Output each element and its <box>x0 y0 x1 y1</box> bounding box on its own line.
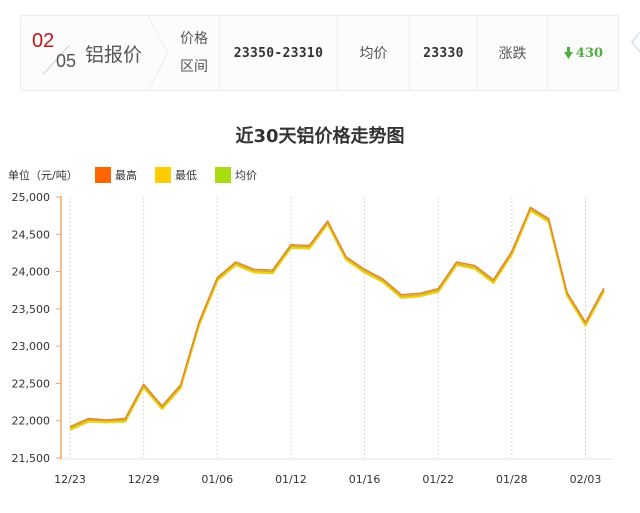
y-tick-label: 22,000 <box>12 415 51 428</box>
chevron-separator-icon <box>148 16 169 90</box>
legend-item-high[interactable]: 最高 <box>95 167 137 183</box>
y-tick-label: 21,500 <box>12 452 51 465</box>
avg-value: 23330 <box>423 45 464 61</box>
change-amount: 430 <box>575 45 604 61</box>
range-label-line2: 区间 <box>180 59 208 75</box>
x-tick-label: 12/29 <box>128 473 160 486</box>
x-tick-label: 01/28 <box>496 473 528 486</box>
y-tick-label: 23,000 <box>12 340 51 353</box>
legend-label-low: 最低 <box>175 169 197 182</box>
date-month: 05 <box>56 51 77 71</box>
x-tick-label: 12/23 <box>54 473 86 486</box>
range-label-line1: 价格 <box>180 31 208 47</box>
avg-label: 均价 <box>359 46 388 62</box>
range-value-cell: 23350-23310 <box>219 16 337 90</box>
range-value: 23350-23310 <box>233 45 324 61</box>
unit-label: 单位（元/吨） <box>8 169 78 182</box>
chart-legend: 最高 最低 均价 <box>95 167 257 183</box>
legend-item-low[interactable]: 最低 <box>155 167 197 183</box>
date-day: 02 <box>32 30 55 52</box>
x-tick-label: 01/16 <box>349 473 381 486</box>
legend-swatch-avg <box>215 167 231 183</box>
legend-swatch-low <box>155 167 171 183</box>
change-label-cell: 涨跌 <box>477 16 547 90</box>
chevron-left-icon[interactable] <box>628 30 640 54</box>
legend-item-avg[interactable]: 均价 <box>215 167 257 183</box>
y-tick-label: 24,500 <box>12 228 51 241</box>
y-tick-label: 24,000 <box>12 266 51 279</box>
x-tick-label: 01/06 <box>201 473 233 486</box>
avg-value-cell: 23330 <box>409 16 477 90</box>
series-line-low <box>69 209 606 431</box>
chart-title: 近30天铝价格走势图 <box>235 126 405 147</box>
legend-label-avg: 均价 <box>235 169 257 182</box>
product-name: 铝报价 <box>85 44 143 66</box>
range-label: 价格 区间 <box>169 16 219 90</box>
change-label: 涨跌 <box>498 46 527 62</box>
x-tick-label: 01/22 <box>422 473 454 486</box>
avg-label-cell: 均价 <box>337 16 409 90</box>
change-value-cell: 430 <box>547 16 619 90</box>
legend-label-high: 最高 <box>115 169 137 182</box>
x-tick-label: 01/12 <box>275 473 307 486</box>
date-block: 02 05 铝报价 <box>21 16 153 90</box>
legend-swatch-high <box>95 167 111 183</box>
y-tick-label: 23,500 <box>12 303 51 316</box>
quote-bar: 02 05 铝报价 价格 区间 23350-23310 均价 23330 涨跌 … <box>20 15 619 91</box>
change-value: 430 <box>563 45 604 61</box>
x-tick-label: 02/03 <box>570 473 602 486</box>
series-line-high <box>69 206 605 428</box>
y-tick-label: 22,500 <box>12 377 51 390</box>
price-trend-chart: 25,000 24,500 24,000 23,500 23,000 22,500 22,0… <box>12 191 612 486</box>
y-tick-label: 25,000 <box>12 191 51 204</box>
arrow-down-icon <box>563 47 573 59</box>
